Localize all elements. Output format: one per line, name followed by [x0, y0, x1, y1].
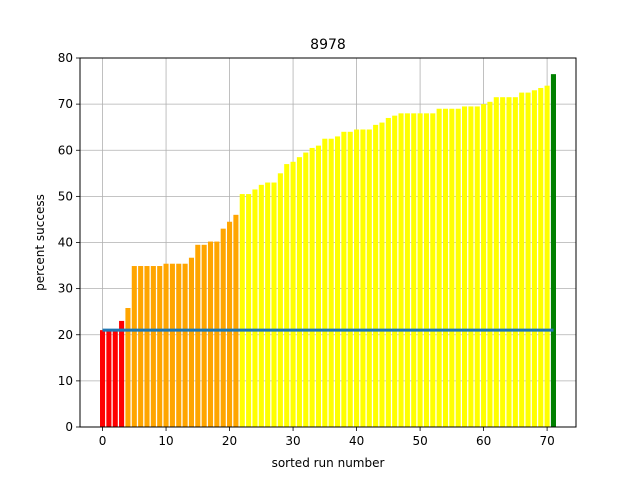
- bar: [500, 97, 506, 428]
- x-tick-label: 60: [476, 434, 491, 448]
- bar: [525, 92, 531, 427]
- bar: [252, 189, 258, 427]
- bar: [290, 161, 296, 427]
- bar: [519, 92, 525, 427]
- bar: [354, 129, 360, 427]
- bar: [328, 138, 334, 427]
- bar: [322, 138, 328, 427]
- x-tick-label: 0: [99, 434, 107, 448]
- bar: [449, 108, 455, 428]
- bar: [112, 330, 118, 427]
- bar: [125, 307, 131, 427]
- y-tick-label: 50: [58, 189, 73, 203]
- bar: [506, 97, 512, 428]
- y-tick-label: 40: [58, 236, 73, 250]
- y-tick-label: 20: [58, 328, 73, 342]
- x-axis-label: sorted run number: [272, 456, 385, 470]
- bars-layer: [100, 74, 556, 428]
- bar: [366, 129, 372, 427]
- bar: [417, 113, 423, 427]
- y-tick-label: 30: [58, 282, 73, 296]
- y-tick-label: 70: [58, 97, 73, 111]
- bar: [487, 101, 493, 427]
- bar: [462, 106, 468, 428]
- bar: [309, 147, 315, 427]
- bar: [474, 106, 480, 428]
- bar: [239, 194, 245, 427]
- bar: [271, 182, 277, 427]
- y-tick-label: 0: [65, 420, 73, 434]
- bar: [392, 115, 398, 427]
- bar: [233, 214, 239, 427]
- bar: [544, 85, 550, 428]
- bar: [373, 124, 379, 427]
- bar: [195, 244, 201, 427]
- bar: [442, 108, 449, 428]
- bar: [436, 108, 442, 428]
- x-tick-label: 40: [349, 434, 364, 448]
- bar: [258, 184, 264, 427]
- bar: [493, 97, 499, 428]
- bar: [246, 194, 252, 427]
- ticks-layer: 0 10 20 30 40 50 60 70 0 10 20 30 40 50 60 70 80: [58, 51, 555, 448]
- bar: [119, 320, 125, 427]
- bar: [404, 113, 410, 427]
- bar: [398, 113, 404, 427]
- bar: [379, 122, 385, 427]
- bar: [163, 263, 169, 427]
- bar: [455, 108, 461, 428]
- bar: [538, 87, 544, 427]
- x-tick-label: 20: [222, 434, 237, 448]
- bar: [347, 131, 353, 428]
- bar: [385, 117, 391, 428]
- bar: [150, 266, 156, 427]
- bar: [360, 129, 366, 427]
- bar: [176, 263, 182, 427]
- bar: [265, 182, 271, 427]
- bar: [423, 113, 429, 427]
- bar: [277, 173, 283, 427]
- bar: [138, 266, 144, 427]
- bar: [188, 257, 194, 427]
- bar: [284, 164, 290, 427]
- y-tick-label: 60: [58, 143, 73, 157]
- bar: [315, 145, 322, 427]
- chart-title: 8978: [310, 37, 346, 53]
- bar: [131, 266, 137, 427]
- bar: [512, 97, 518, 428]
- bar: [411, 113, 417, 427]
- bar: [481, 104, 487, 427]
- bar: [214, 241, 220, 427]
- bar: [207, 241, 214, 427]
- bar: [100, 330, 106, 427]
- y-tick-label: 10: [58, 374, 73, 388]
- bar: [220, 228, 226, 427]
- x-tick-label: 30: [285, 434, 300, 448]
- x-tick-label: 70: [539, 434, 554, 448]
- bar: [157, 266, 163, 427]
- bar: [334, 136, 341, 427]
- bar: [169, 263, 175, 427]
- bar: [296, 157, 302, 427]
- bar: [182, 263, 188, 427]
- bar: [144, 266, 150, 427]
- bar: [531, 90, 537, 427]
- x-tick-label: 50: [412, 434, 427, 448]
- bar: [341, 131, 347, 428]
- bar: [201, 244, 207, 427]
- bar: [303, 152, 309, 427]
- bar: [430, 113, 436, 427]
- y-tick-label: 80: [58, 51, 73, 65]
- bar: [227, 221, 233, 427]
- x-tick-label: 10: [158, 434, 173, 448]
- bar: [106, 330, 112, 427]
- bar: [468, 106, 474, 428]
- y-axis-label: percent success: [33, 194, 47, 291]
- bar: [550, 74, 556, 428]
